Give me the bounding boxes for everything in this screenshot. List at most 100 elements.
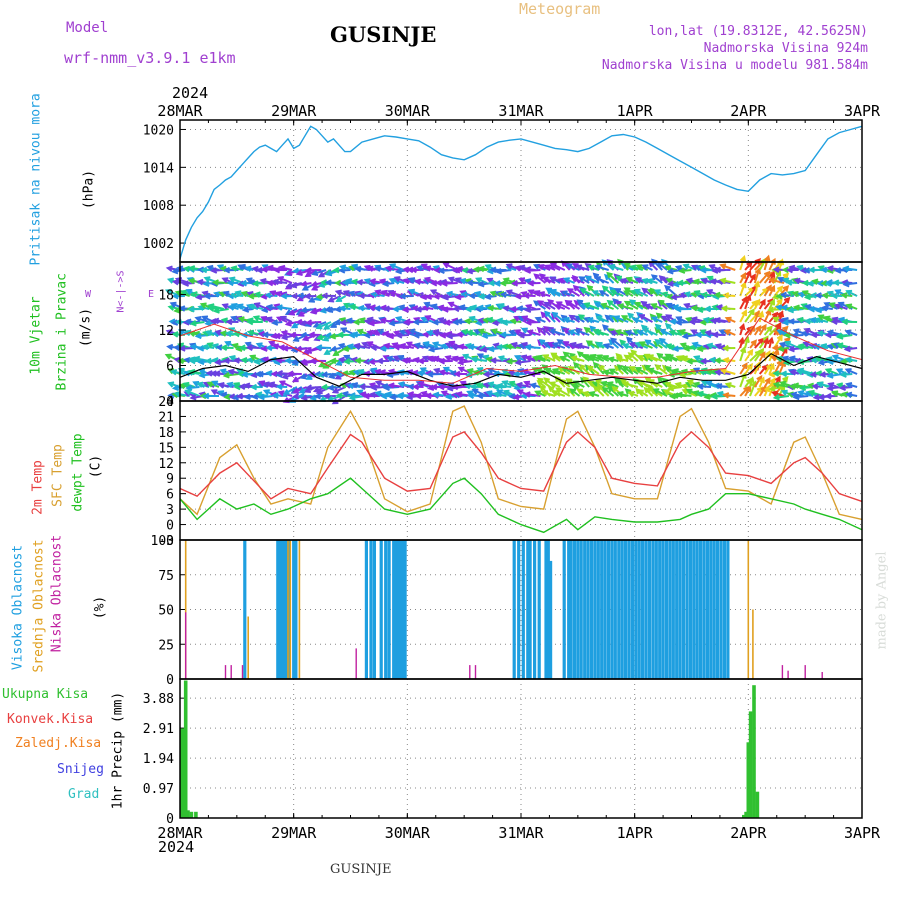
wind-arrow-head xyxy=(292,267,300,275)
wind-arrow-head xyxy=(182,280,190,287)
wind-arrow-head xyxy=(690,304,698,312)
wind-arrow-head xyxy=(211,343,219,350)
wind-arrow-head xyxy=(837,301,845,308)
wind-arrow-head xyxy=(184,318,192,326)
wind-arrow-head xyxy=(187,305,195,313)
wind-arrow-head xyxy=(342,290,350,297)
wind-arrow-head xyxy=(363,278,371,285)
wind-arrow-head xyxy=(410,266,417,274)
y-tick-label: 1020 xyxy=(143,123,174,138)
wind-arrow-head xyxy=(469,383,477,391)
wind-arrow-head xyxy=(388,290,397,298)
x-tick-top: 2APR xyxy=(730,102,767,120)
wind-arrow-head xyxy=(194,332,202,340)
wind-arrow-head xyxy=(189,319,197,327)
wind-arrow-head xyxy=(412,332,420,339)
wind-arrow-head xyxy=(842,265,850,273)
wind-arrow-head xyxy=(792,393,800,401)
wind-arrow-head xyxy=(675,319,683,326)
wind-arrow-head xyxy=(776,277,784,283)
wind-arrow xyxy=(303,334,317,341)
cloud-unit: (%) xyxy=(92,595,108,620)
wind-arrow xyxy=(630,342,644,349)
wind-arrow-head xyxy=(774,375,781,383)
wind-arrow-head xyxy=(782,272,790,280)
wind-arrow-head xyxy=(615,275,623,282)
wind-arrow-head xyxy=(368,304,376,311)
wind-arrow-head xyxy=(575,264,583,271)
wind-arrow-head xyxy=(739,322,746,331)
wind-arrow-head xyxy=(740,272,747,279)
wind-arrow-head xyxy=(661,377,669,385)
wind-arrow-head xyxy=(455,265,463,273)
wind-arrow xyxy=(758,258,767,271)
wind-arrow-head xyxy=(596,384,604,391)
wind-arrow-head xyxy=(392,305,399,313)
wind-arrow-head xyxy=(514,293,522,300)
wind-arrow xyxy=(692,342,707,349)
wind-arrow-head xyxy=(223,393,231,401)
wind-arrow-head xyxy=(666,267,674,275)
wind-arrow-head xyxy=(722,292,730,299)
wind-arrow-head xyxy=(204,319,212,327)
wind-arrow-head xyxy=(620,277,628,284)
wind-arrow-head xyxy=(346,343,354,350)
legend-conv-precip: Konvek.Kisa xyxy=(7,712,94,727)
wind-arrow-head xyxy=(393,276,401,283)
wind-arrow-head xyxy=(439,332,447,339)
wind-arrow-head xyxy=(253,302,261,309)
wind-arrow xyxy=(614,315,629,323)
wind-arrow-head xyxy=(562,351,570,358)
wind-arrow-head xyxy=(834,289,842,296)
wind-arrow-head xyxy=(180,289,188,296)
wind-arrow-head xyxy=(305,384,313,391)
wind-arrow-head xyxy=(240,356,248,364)
wind-arrow-head xyxy=(602,369,610,376)
wind-arrow-head xyxy=(649,313,657,321)
wind-arrow-head xyxy=(555,387,562,394)
wind-arrow xyxy=(753,269,761,284)
cloud-bar xyxy=(613,540,617,679)
wind-arrow xyxy=(763,256,770,271)
wind-arrow-head xyxy=(690,316,698,323)
wind-arrow-head xyxy=(535,354,543,361)
wind-arrow-head xyxy=(807,389,815,397)
wind-arrow-head xyxy=(567,329,575,336)
wind-arrow-head xyxy=(315,293,323,300)
y-tick-label: 3 xyxy=(166,503,174,518)
wind-arrow xyxy=(209,304,225,310)
wind-arrow-head xyxy=(704,329,712,337)
wind-arrow-head xyxy=(601,386,609,393)
wind-arrow-head xyxy=(338,305,346,312)
wind-arrow-head xyxy=(614,288,622,294)
wind-arrow-head xyxy=(579,303,587,310)
wind-arrow-head xyxy=(362,358,370,365)
wind-arrow-head xyxy=(811,383,819,390)
wind-arrow-head xyxy=(594,264,602,271)
wind-arrow-head xyxy=(167,381,175,388)
wind-arrow-head xyxy=(711,304,719,311)
wind-arrow xyxy=(739,282,746,297)
wind-arrow xyxy=(516,360,531,364)
wind-arrow xyxy=(307,321,322,324)
wind-arrow-head xyxy=(472,266,480,273)
x-tick-top: 30MAR xyxy=(385,102,431,120)
wind-arrow xyxy=(458,360,473,364)
wind-arrow xyxy=(770,386,785,390)
wind-arrow xyxy=(336,290,351,297)
cloud-bar xyxy=(688,540,692,679)
wind-arrow-head xyxy=(641,327,649,334)
wind-arrow-head xyxy=(615,356,623,363)
wind-arrow-head xyxy=(481,332,489,340)
wind-arrow xyxy=(655,364,668,375)
cloud-bar xyxy=(722,540,727,679)
wind-arrow-head xyxy=(595,341,603,349)
wind-arrow-head xyxy=(335,392,343,399)
wind-arrow-head xyxy=(706,275,714,282)
wind-arrow-head xyxy=(260,345,268,352)
wind-arrow-head xyxy=(468,315,476,322)
wind-arrow-head xyxy=(275,304,283,311)
cloud-bar xyxy=(654,540,658,679)
wind-arrow-head xyxy=(348,394,356,401)
wind-arrow-head xyxy=(768,277,776,284)
